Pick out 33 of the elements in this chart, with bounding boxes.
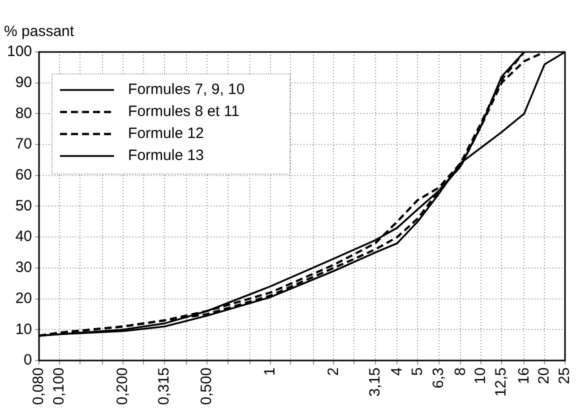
x-tick-label: 3,15	[366, 367, 384, 397]
y-tick-label: 70	[15, 136, 32, 153]
y-tick-label: 100	[6, 43, 32, 60]
x-tick-label: 6,3	[430, 367, 447, 388]
x-tick-label: 16	[515, 367, 532, 384]
legend-label: Formules 8 et 11	[128, 103, 240, 120]
x-tick-label: 0,500	[198, 367, 215, 406]
x-tick-label: 0,315	[156, 367, 173, 406]
x-tick-label: 4	[388, 367, 406, 376]
y-tick-label: 90	[15, 74, 32, 91]
x-tick-label: 0,200	[114, 367, 132, 406]
y-tick-label: 20	[15, 290, 32, 307]
x-tick-label: 12,5	[492, 367, 510, 397]
x-tick-label: 2	[324, 367, 342, 376]
y-tick-label: 50	[15, 197, 32, 214]
x-tick-label: 5	[408, 367, 426, 376]
y-tick-label: 40	[15, 228, 32, 246]
y-tick-label: 0	[24, 352, 32, 369]
x-tick-label: 25	[556, 367, 574, 384]
y-tick-label: 30	[15, 259, 32, 276]
x-tick-label: 0,100	[50, 367, 68, 406]
legend-label: Formule 13	[128, 147, 204, 164]
legend-label: Formule 12	[128, 125, 204, 142]
x-tick-label: 20	[536, 367, 553, 384]
x-tick-label: 10	[472, 367, 490, 384]
x-tick-label: 0,080	[30, 367, 48, 406]
y-axis-title: % passant	[4, 23, 75, 40]
x-tick-label: 8	[452, 367, 469, 376]
y-tick-label: 80	[15, 104, 32, 122]
x-tick-label: 1	[261, 367, 278, 376]
y-tick-label: 60	[15, 166, 32, 184]
y-tick-label: 10	[15, 320, 32, 338]
legend-label: Formules 7, 9, 10	[128, 81, 245, 98]
